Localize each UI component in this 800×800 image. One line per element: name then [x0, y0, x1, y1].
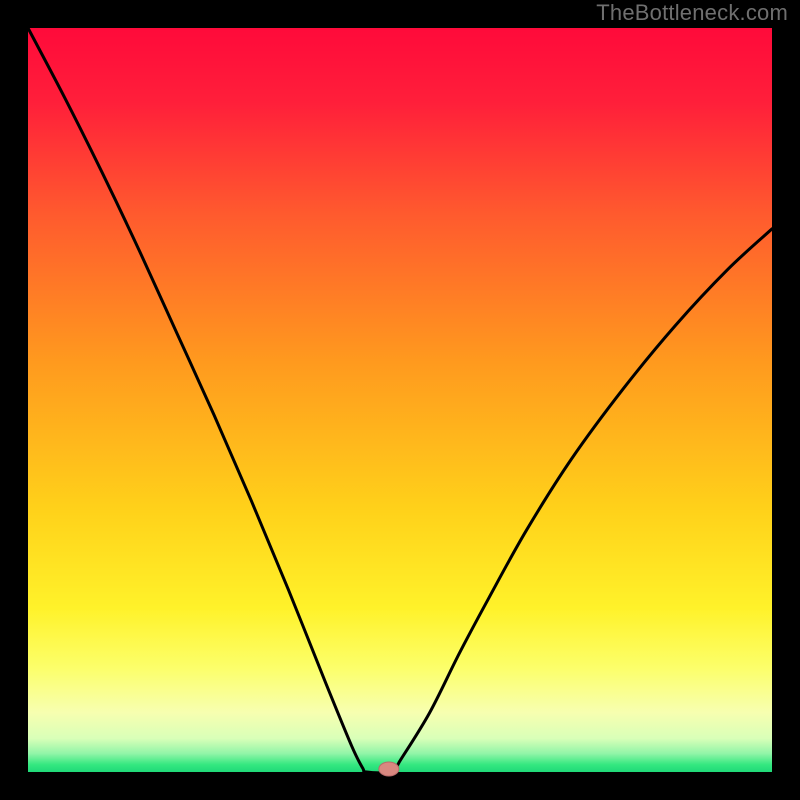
plot-area — [28, 28, 772, 772]
bottleneck-chart — [0, 0, 800, 800]
optimal-point-marker — [379, 762, 399, 776]
figure-root: { "watermark": { "text": "TheBottleneck.… — [0, 0, 800, 800]
watermark-text: TheBottleneck.com — [596, 0, 788, 26]
